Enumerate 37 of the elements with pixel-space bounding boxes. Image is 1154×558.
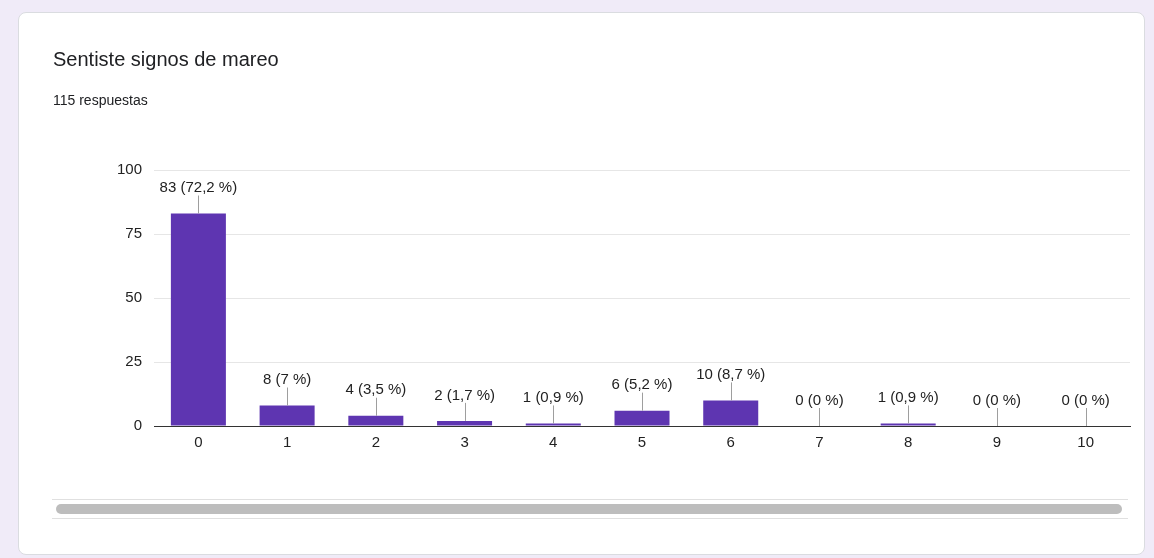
data-label: 1 (0,9 %) (522, 388, 584, 406)
y-tick-label: 50 (125, 288, 143, 306)
x-tick-label: 1 (282, 433, 292, 451)
data-label: 83 (72,2 %) (159, 178, 238, 196)
y-tick-label: 75 (125, 224, 143, 242)
bar (703, 400, 759, 426)
x-tick-label: 6 (726, 433, 735, 451)
bar (525, 423, 581, 426)
x-tick-label: 0 (194, 433, 203, 451)
bar (437, 420, 493, 426)
chart-subtitle: 115 respuestas (53, 92, 148, 108)
bar (880, 423, 936, 426)
data-label: 0 (0 %) (972, 390, 1022, 408)
data-label: 1 (0,9 %) (877, 388, 939, 406)
x-tick-label: 7 (815, 433, 824, 451)
x-tick-label: 8 (904, 433, 913, 451)
data-label: 10 (8,7 %) (696, 365, 766, 383)
data-label: 2 (1,7 %) (434, 385, 495, 403)
x-tick-label: 5 (637, 433, 647, 451)
data-label: 0 (0 %) (1061, 390, 1110, 408)
bar (170, 213, 226, 426)
y-tick-label: 25 (125, 352, 143, 370)
bar (348, 415, 404, 426)
data-label: 4 (3,5 %) (345, 380, 407, 398)
x-tick-label: 3 (460, 433, 469, 451)
x-tick-label: 2 (371, 433, 381, 451)
x-tick-label: 4 (549, 433, 558, 451)
y-tick-label: 100 (117, 160, 143, 178)
x-tick-label: 10 (1077, 433, 1094, 451)
y-tick-label: 0 (133, 416, 143, 434)
data-label: 0 (0 %) (795, 390, 844, 408)
bar (614, 410, 670, 426)
chart-title: Sentiste signos de mareo (53, 48, 279, 71)
x-tick-label: 9 (992, 433, 1002, 451)
bar (259, 405, 315, 426)
data-label: 8 (7 %) (262, 370, 312, 388)
data-label: 6 (5,2 %) (611, 375, 673, 393)
